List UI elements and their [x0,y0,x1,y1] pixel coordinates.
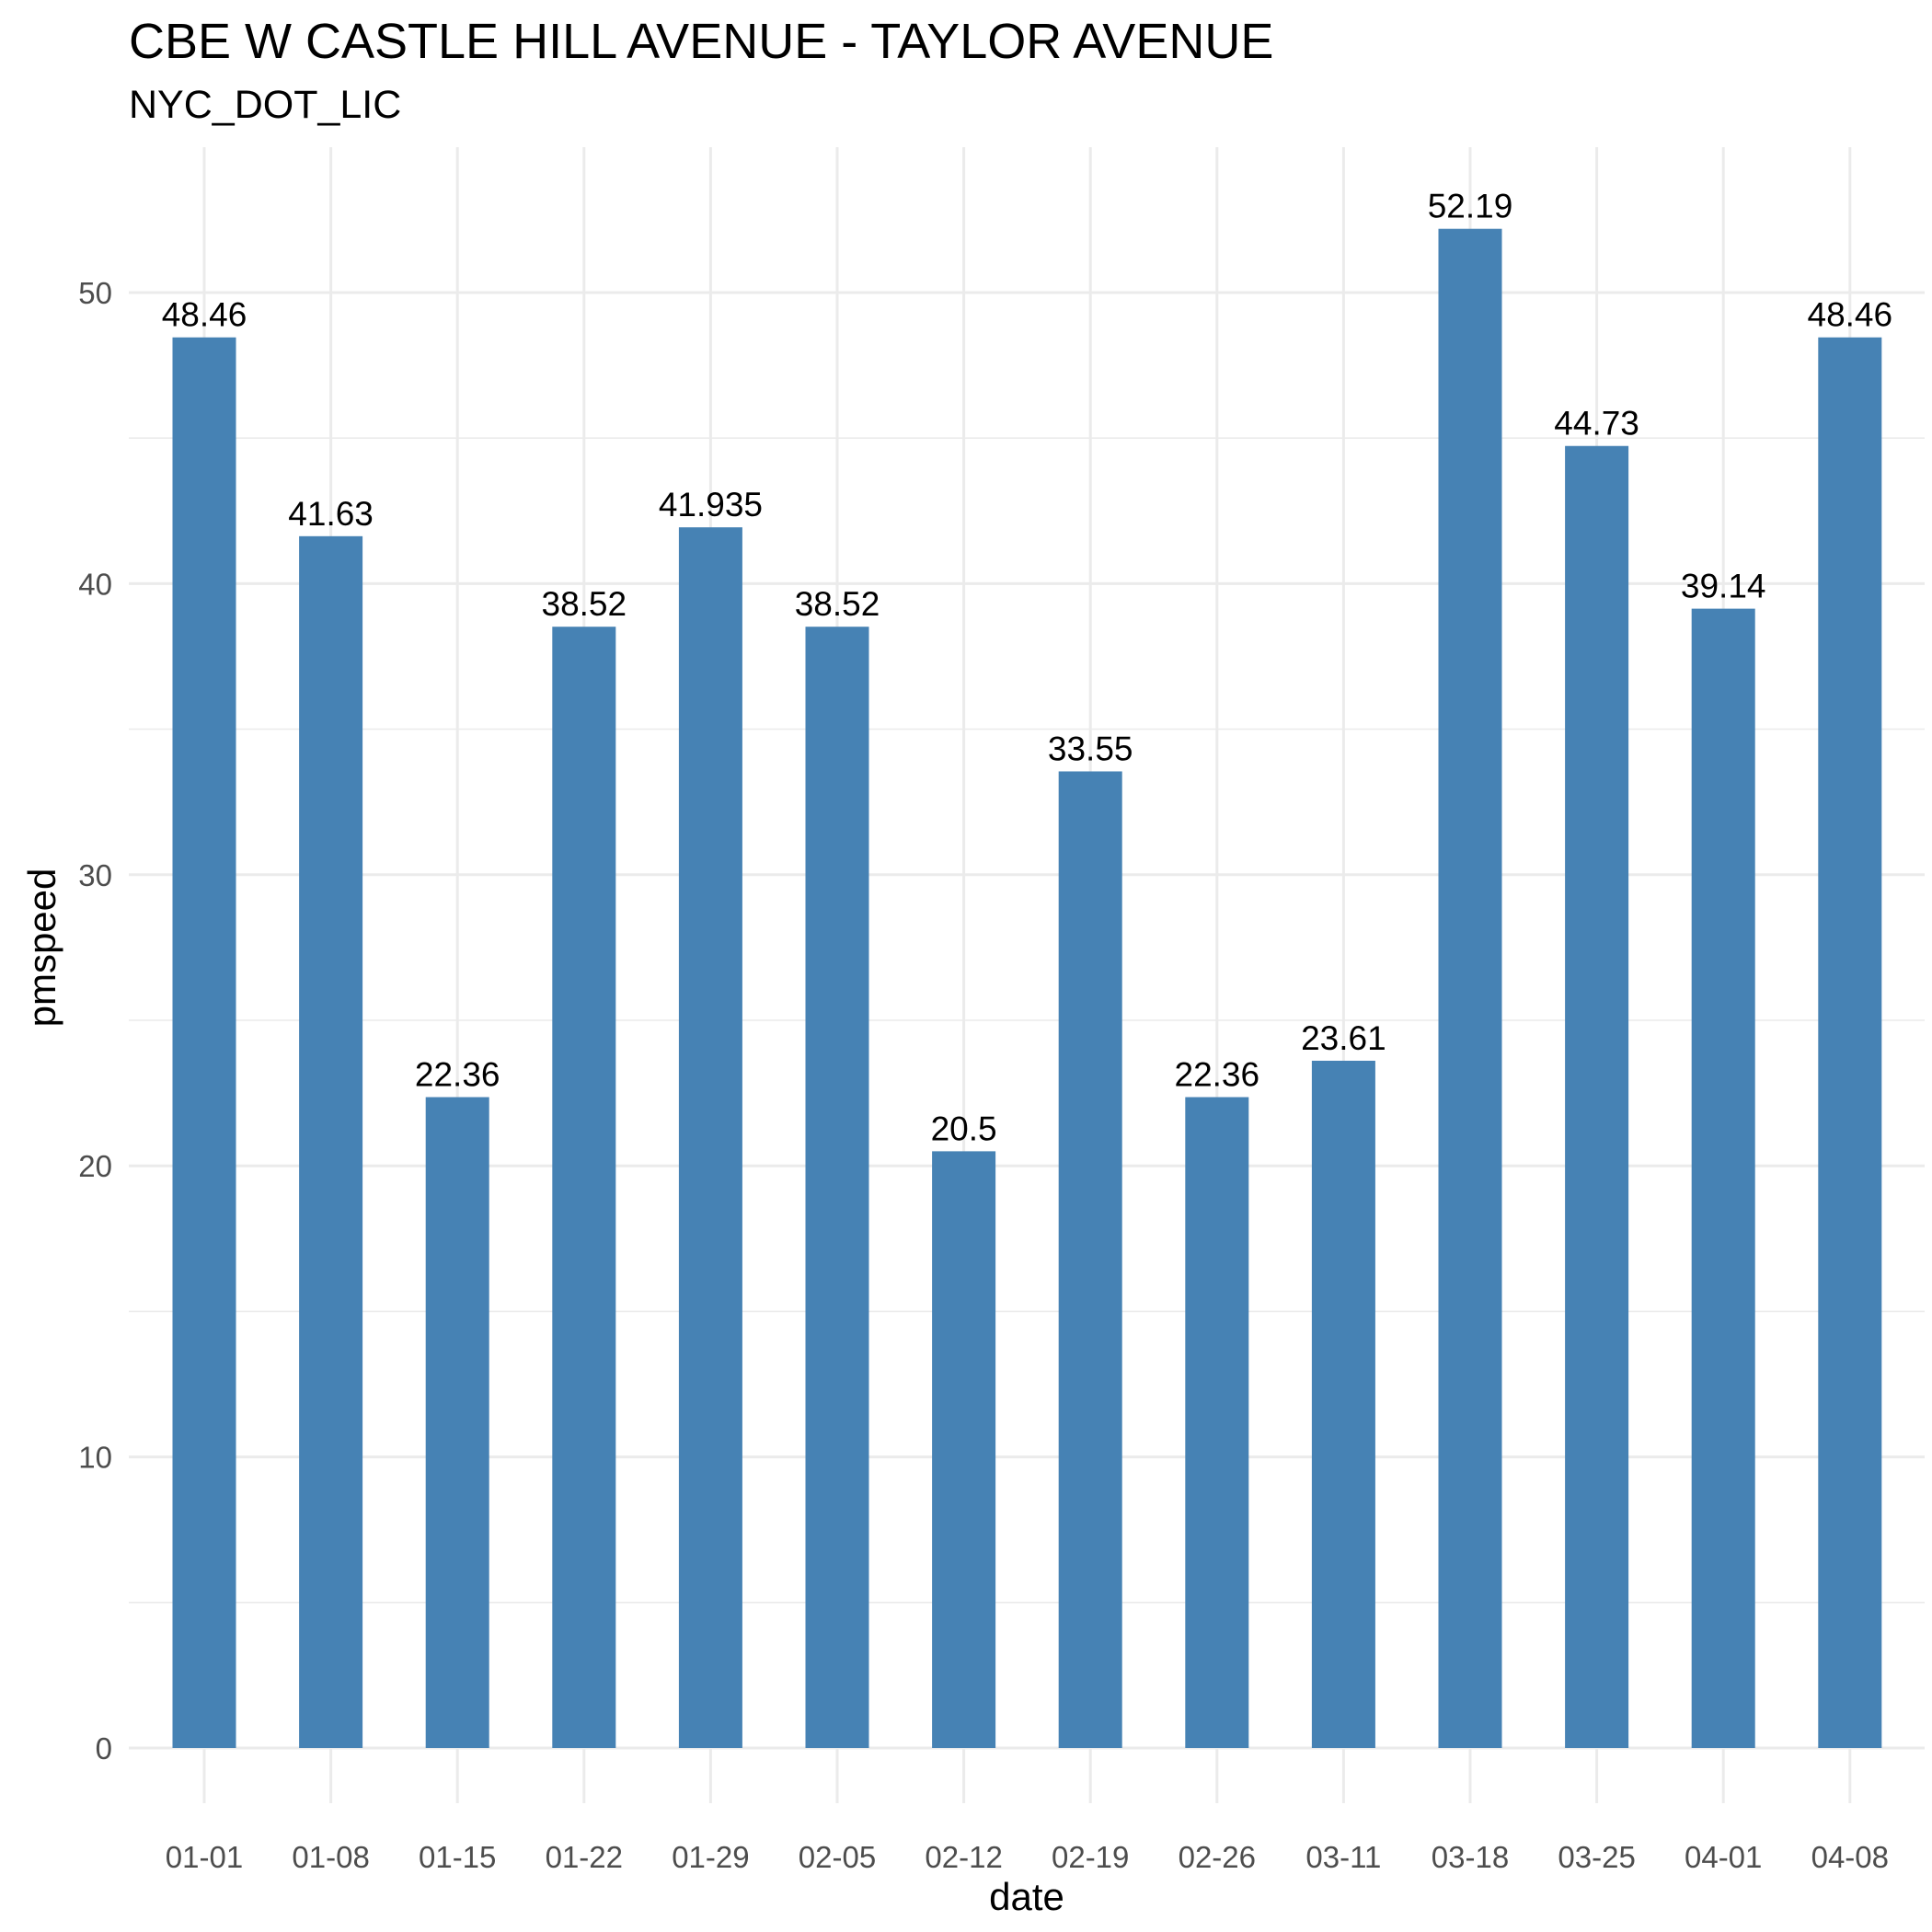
x-axis-title: date [989,1875,1064,1918]
y-tick-label: 10 [78,1441,112,1475]
data-label: 44.73 [1554,405,1639,443]
x-tick-label: 01-22 [546,1840,623,1874]
grid-lines [129,147,1925,1803]
data-label: 38.52 [795,585,880,623]
data-label: 22.36 [1175,1056,1260,1094]
x-tick-label: 01-29 [672,1840,749,1874]
data-label: 41.63 [288,495,374,533]
data-label: 52.19 [1428,188,1513,225]
bar [425,1097,489,1748]
data-label: 39.14 [1681,568,1766,605]
x-tick-label: 02-12 [925,1840,1002,1874]
data-label: 48.46 [1808,296,1893,334]
bar [299,535,363,1748]
chart-subtitle: NYC_DOT_LIC [129,83,402,127]
x-tick-label: 01-15 [419,1840,496,1874]
y-tick-label: 40 [78,567,112,601]
x-axis-ticks: 01-01 01-08 01-15 01-22 01-29 02-05 02-12 02-19… [166,1840,1889,1874]
x-tick-label: 03-11 [1305,1840,1381,1874]
x-tick-label: 03-18 [1432,1840,1509,1874]
bar [1058,771,1122,1748]
bars [172,228,1882,1749]
y-tick-label: 50 [78,276,112,310]
x-tick-label: 02-05 [799,1840,876,1874]
x-tick-label: 02-26 [1179,1840,1256,1874]
bar [932,1151,996,1748]
bar [1311,1060,1375,1748]
x-tick-label: 04-08 [1811,1840,1889,1874]
x-tick-label: 01-08 [292,1840,369,1874]
x-tick-label: 04-01 [1685,1840,1762,1874]
bar [1438,228,1502,1749]
bar [1818,337,1882,1748]
chart-title: CBE W CASTLE HILL AVENUE - TAYLOR AVENUE [129,14,1274,69]
bar [172,337,236,1748]
data-label: 41.935 [659,486,763,523]
data-label: 20.5 [931,1110,997,1147]
data-label: 22.36 [415,1056,500,1094]
y-axis-ticks: 0 10 20 30 40 50 [78,276,112,1765]
x-tick-label: 02-19 [1052,1840,1129,1874]
y-axis-title: pmspeed [20,868,63,1028]
data-label: 38.52 [542,585,627,623]
y-tick-label: 20 [78,1149,112,1183]
bar [1565,445,1629,1748]
y-tick-label: 0 [96,1731,112,1765]
y-tick-label: 30 [78,858,112,892]
bar [678,527,742,1749]
x-tick-label: 03-25 [1558,1840,1635,1874]
x-tick-label: 01-01 [166,1840,243,1874]
bar [552,627,616,1748]
data-label: 23.61 [1301,1019,1386,1057]
data-labels: 48.46 41.63 22.36 38.52 41.935 38.52 20.5 33.55… [162,188,1892,1148]
data-label: 33.55 [1048,730,1133,767]
bar [1691,608,1755,1749]
bar [805,627,869,1748]
data-label: 48.46 [162,296,247,334]
bar [1185,1097,1249,1748]
